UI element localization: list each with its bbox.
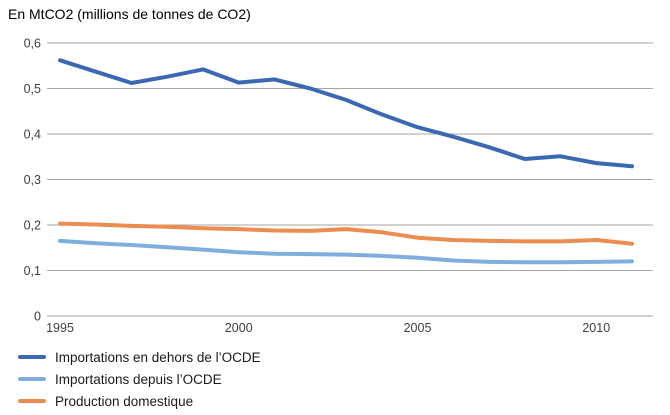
legend-swatch-dark-blue xyxy=(18,355,46,359)
chart-svg: 0 0,1 0,2 0,3 0,4 0,5 0,6 1995 2000 2005 2010 xyxy=(24,37,653,335)
series-line-0 xyxy=(58,58,634,169)
chart-title: En MtCO2 (millions de tonnes de CO2) xyxy=(8,6,251,22)
legend-label: Production domestique xyxy=(55,393,194,409)
legend-item: Importations depuis l’OCDE xyxy=(18,368,261,390)
y-axis-tick-label: 0,6 xyxy=(24,37,41,51)
legend-item: Importations en dehors de l’OCDE xyxy=(18,346,261,368)
legend-label: Importations depuis l’OCDE xyxy=(55,371,222,387)
y-axis-tick-label: 0,5 xyxy=(24,82,41,96)
x-axis-tick-label: 2005 xyxy=(404,321,432,335)
y-axis-tick-label: 0,1 xyxy=(24,264,41,278)
legend-swatch-orange xyxy=(18,399,46,403)
x-axis-tick-label: 2010 xyxy=(582,321,610,335)
y-axis-tick-label: 0,2 xyxy=(24,219,41,233)
y-axis-tick-label: 0,3 xyxy=(24,173,41,187)
series-line-2 xyxy=(58,221,634,246)
x-axis-tick-label: 1995 xyxy=(46,321,74,335)
legend-label: Importations en dehors de l’OCDE xyxy=(55,349,261,365)
legend-swatch-light-blue xyxy=(18,377,46,381)
y-axis-tick-label: 0,4 xyxy=(24,128,41,142)
series-line-1 xyxy=(58,238,634,265)
x-axis-tick-label: 2000 xyxy=(225,321,253,335)
legend-item: Production domestique xyxy=(18,390,261,412)
chart-legend: Importations en dehors de l’OCDE Importa… xyxy=(18,346,261,412)
y-axis-tick-label: 0 xyxy=(34,310,41,324)
